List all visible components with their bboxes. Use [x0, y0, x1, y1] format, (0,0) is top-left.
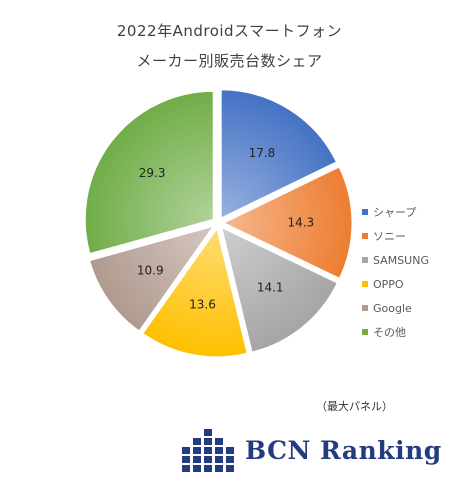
legend-label-4: Google	[373, 301, 412, 315]
pie-data-label-5: 29.3	[139, 166, 166, 180]
pie-slice-4	[89, 225, 215, 332]
chart-area: 2022年Androidスマートフォン メーカー別販売台数シェア 17.8 14.…	[84, 22, 429, 358]
pie-chart: 17.8 14.3 14.1 13.6 10.9 29.3	[84, 89, 353, 358]
legend-label-5: その他	[373, 326, 406, 339]
legend-item-1: ソニー	[362, 224, 429, 248]
chart-title-line2: メーカー別販売台数シェア	[136, 52, 323, 70]
legend-swatch-3	[362, 281, 368, 287]
pie-slice-1	[222, 166, 353, 279]
pie-slice-5	[84, 90, 214, 255]
pie-slice-3	[142, 227, 248, 358]
pie-slice-0	[220, 89, 337, 219]
chart-title-line1: 2022年Androidスマートフォン	[116, 22, 343, 40]
legend-item-2: SAMSUNG	[362, 248, 429, 272]
legend-label-0: シャープ	[373, 206, 417, 219]
bcn-logo-mark	[182, 429, 234, 472]
legend-label-3: OPPO	[373, 277, 404, 291]
legend-swatch-0	[362, 209, 368, 215]
pie-data-label-4: 10.9	[137, 264, 164, 278]
pie-data-label-2: 14.1	[257, 280, 284, 294]
caption: （最大パネル）	[316, 400, 393, 413]
pie-data-label-0: 17.8	[249, 146, 276, 160]
legend: シャープソニー SAMSUNG OPPO Google その他	[362, 200, 429, 344]
legend-swatch-4	[362, 305, 368, 311]
logo-text: BCN Ranking	[245, 436, 442, 465]
pie-data-label-1: 14.3	[287, 216, 314, 230]
pie-data-label-3: 13.6	[189, 297, 216, 311]
legend-item-4: Google	[362, 296, 429, 320]
legend-swatch-5	[362, 329, 368, 335]
pie-slice-2	[221, 226, 338, 353]
legend-item-0: シャープ	[362, 200, 429, 224]
legend-swatch-2	[362, 257, 368, 263]
legend-swatch-1	[362, 233, 368, 239]
legend-item-3: OPPO	[362, 272, 429, 296]
legend-label-1: ソニー	[373, 230, 406, 243]
legend-item-5: その他	[362, 320, 429, 344]
legend-label-2: SAMSUNG	[373, 253, 429, 267]
